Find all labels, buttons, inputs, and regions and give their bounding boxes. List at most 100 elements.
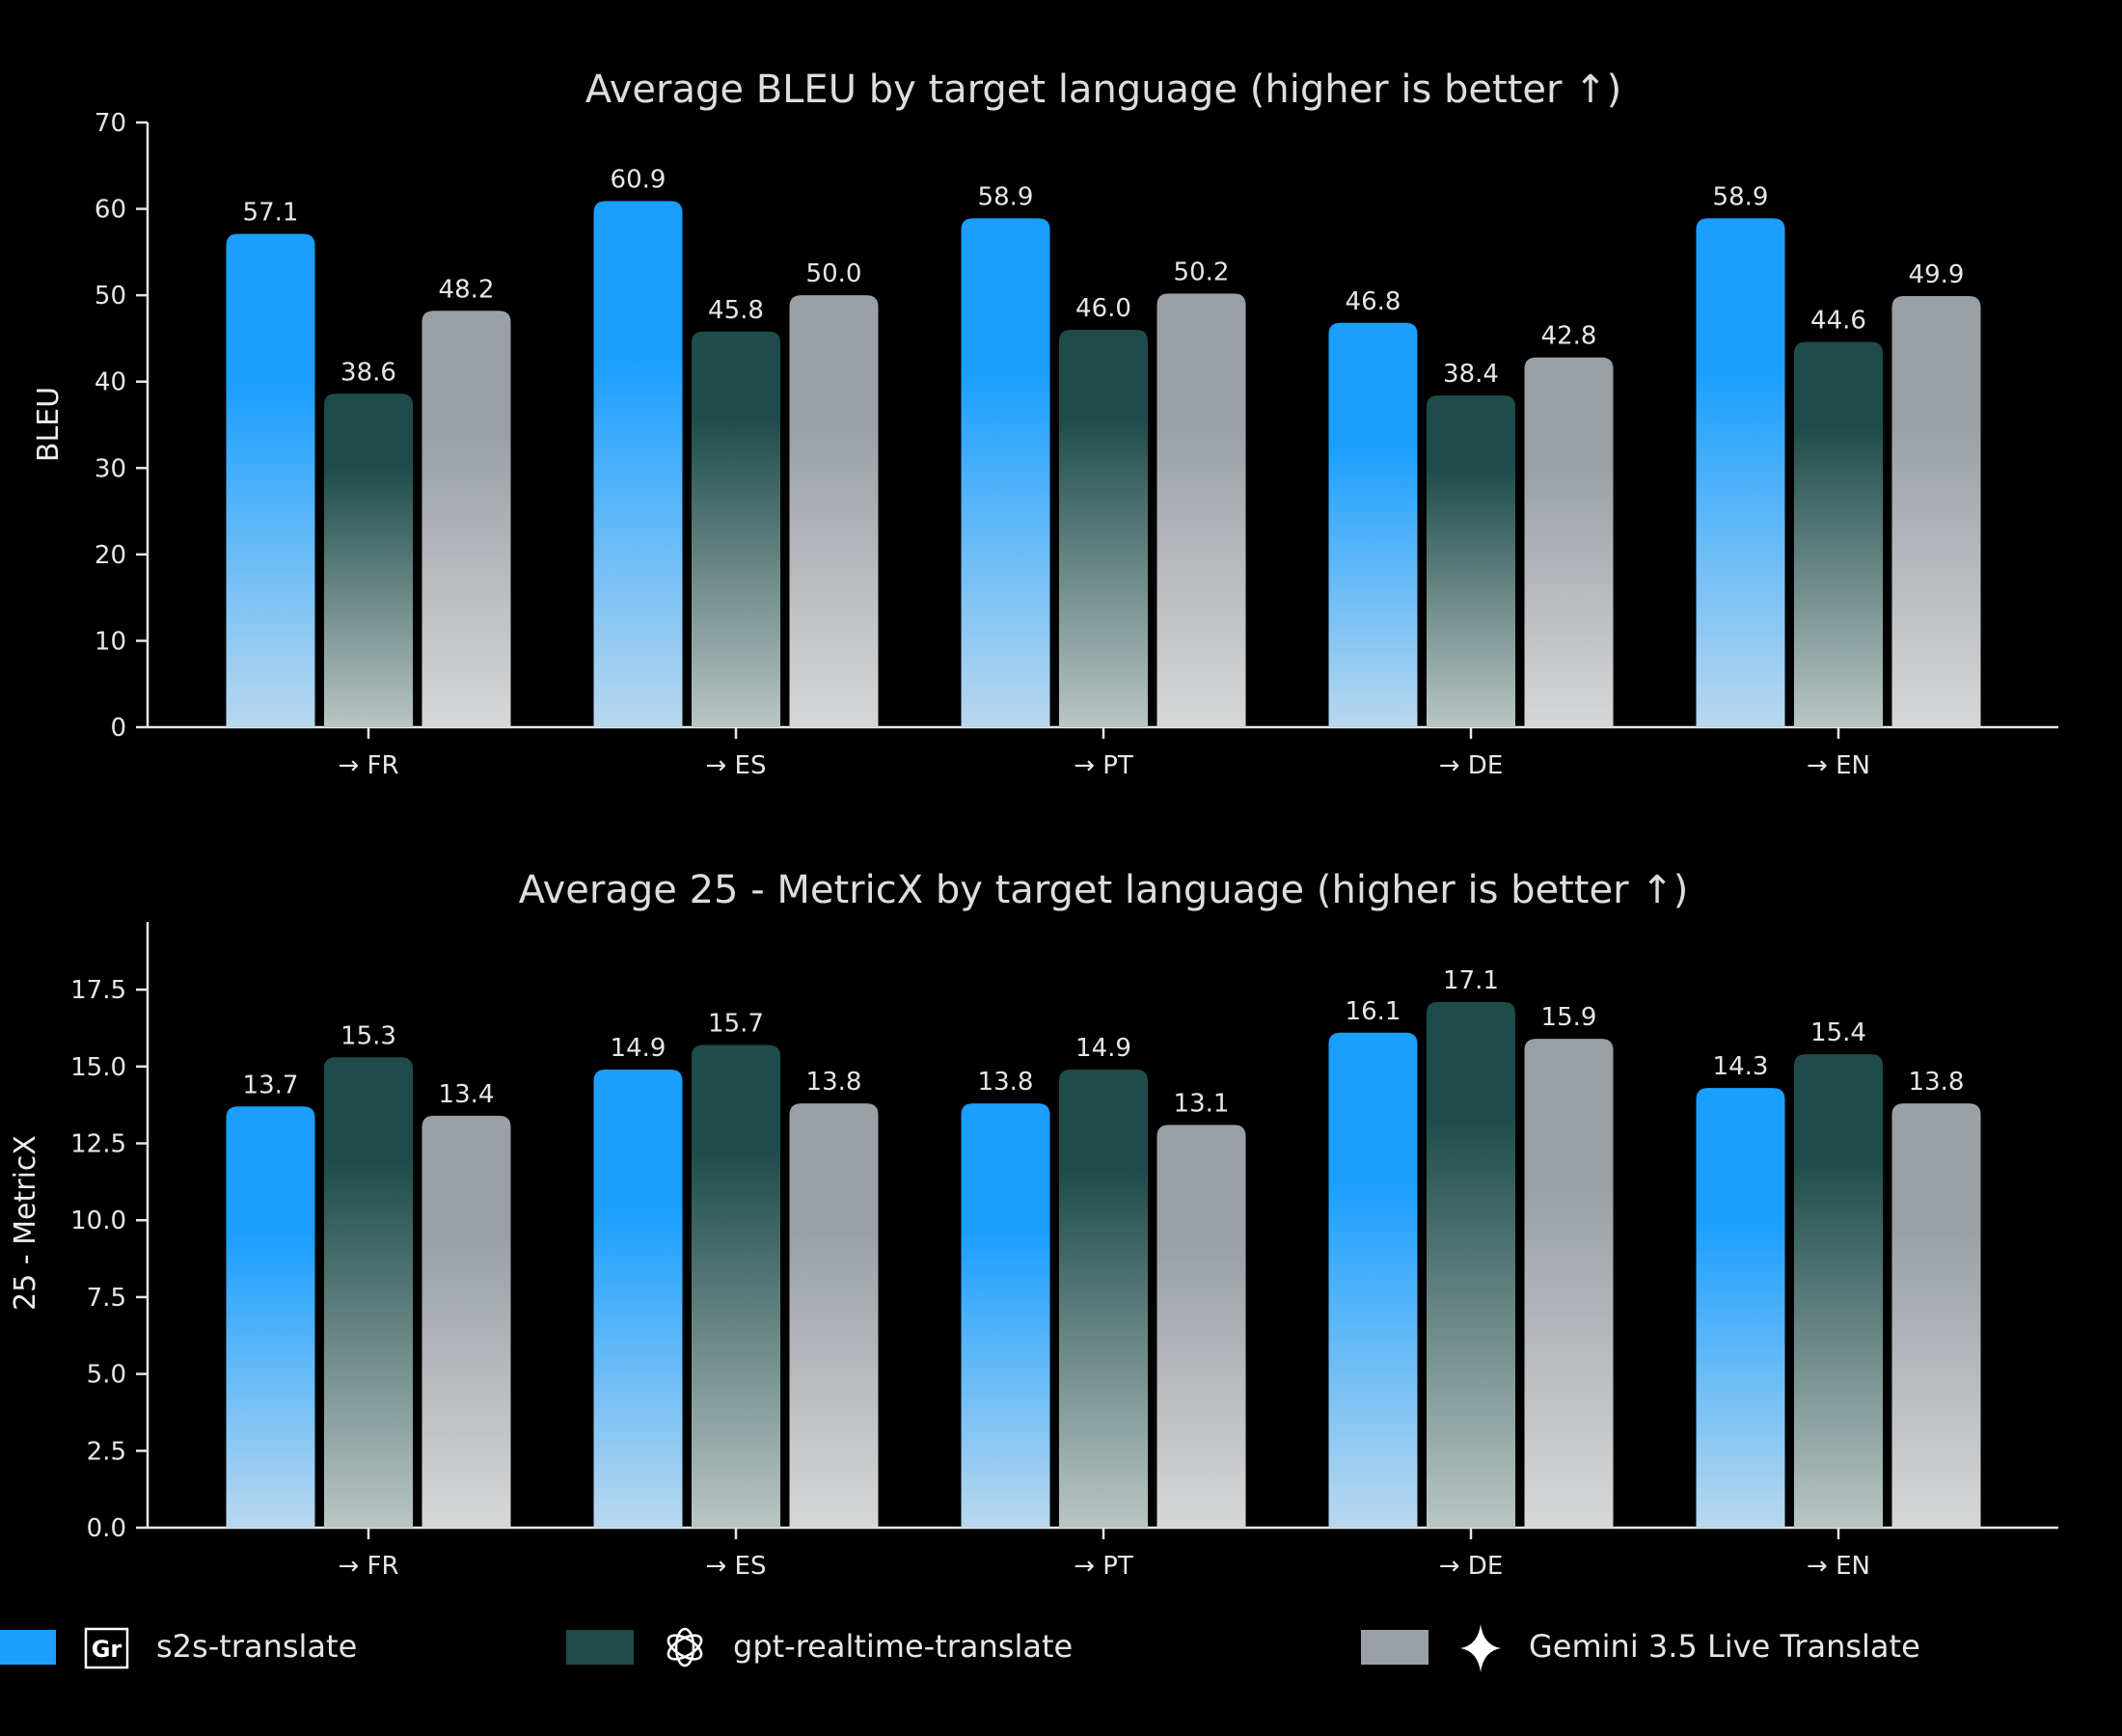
- bar-bleu-series-2-4: [1427, 395, 1515, 727]
- data-label: 13.7: [243, 1071, 299, 1099]
- data-label: 14.3: [1713, 1052, 1769, 1081]
- x-tick-label: → ES: [706, 751, 767, 780]
- legend-swatch-s2s: [0, 1630, 56, 1665]
- data-label: 42.8: [1541, 322, 1597, 351]
- data-label: 58.9: [978, 182, 1034, 211]
- bar-metricx-series-1-3: [961, 1103, 1050, 1528]
- bar-metricx-series-3-5: [1891, 1103, 1981, 1528]
- x-tick-label: → FR: [338, 1552, 398, 1581]
- data-label: 60.9: [611, 166, 667, 195]
- data-label: 13.8: [1909, 1068, 1965, 1097]
- bar-metricx-series-3-1: [422, 1115, 511, 1528]
- bar-metricx-series-3-2: [789, 1103, 879, 1528]
- data-label: 15.7: [708, 1010, 764, 1039]
- y-tick-label: 70: [95, 109, 126, 138]
- data-label: 17.1: [1443, 966, 1499, 995]
- data-label: 14.9: [1075, 1034, 1131, 1063]
- y-tick-label: 5.0: [87, 1361, 126, 1390]
- data-label: 15.9: [1541, 1003, 1597, 1032]
- bar-bleu-series-2-5: [1794, 341, 1883, 727]
- bar-bleu-series-1-3: [961, 218, 1050, 727]
- bar-metricx-series-1-1: [226, 1106, 315, 1528]
- legend-swatch-gpt: [566, 1630, 634, 1665]
- bar-bleu-series-2-1: [324, 393, 413, 727]
- x-tick-label: → PT: [1074, 751, 1133, 780]
- y-tick-label: 50: [95, 282, 126, 311]
- y-tick-label: 10.0: [70, 1207, 126, 1235]
- y-tick-label: 12.5: [70, 1130, 126, 1159]
- bar-bleu-series-3-4: [1524, 357, 1614, 727]
- chart-title: Average BLEU by target language (higher …: [585, 68, 1622, 112]
- data-label: 16.1: [1346, 997, 1401, 1026]
- y-tick-label: 10: [95, 627, 126, 656]
- bar-bleu-series-2-3: [1059, 329, 1148, 727]
- data-label: 13.1: [1174, 1089, 1230, 1118]
- data-label: 38.4: [1443, 360, 1499, 389]
- y-axis-label: BLEU: [32, 387, 66, 462]
- y-tick-label: 2.5: [87, 1437, 126, 1466]
- data-label: 15.3: [340, 1021, 396, 1050]
- data-label: 58.9: [1713, 182, 1769, 211]
- legend: Gr s2s-translate gpt-realtime-translate …: [0, 1624, 1920, 1672]
- y-tick-label: 60: [95, 196, 126, 225]
- legend-item-gpt-realtime-translate: gpt-realtime-translate: [566, 1627, 1073, 1668]
- x-tick-label: → EN: [1807, 1552, 1870, 1581]
- bar-bleu-series-3-3: [1156, 293, 1246, 727]
- y-tick-label: 15.0: [70, 1053, 126, 1082]
- data-label: 38.6: [340, 358, 396, 387]
- bleu-chart: Average BLEU by target language (higher …: [32, 68, 2058, 780]
- x-tick-label: → DE: [1439, 1552, 1504, 1581]
- y-tick-label: 7.5: [87, 1284, 126, 1313]
- legend-label: s2s-translate: [156, 1628, 357, 1665]
- data-label: 14.9: [611, 1034, 667, 1063]
- bar-bleu-series-1-2: [593, 201, 683, 727]
- data-label: 49.9: [1909, 260, 1965, 289]
- legend-label: gpt-realtime-translate: [733, 1628, 1073, 1665]
- data-label: 50.0: [806, 259, 862, 288]
- bar-metricx-series-2-5: [1794, 1054, 1883, 1528]
- bar-bleu-series-1-4: [1328, 322, 1418, 727]
- bar-bleu-series-2-2: [692, 331, 780, 727]
- bar-metricx-series-2-2: [692, 1044, 780, 1528]
- bar-metricx-series-2-3: [1059, 1070, 1148, 1528]
- bar-metricx-series-3-3: [1156, 1125, 1246, 1528]
- bar-metricx-series-2-1: [324, 1057, 413, 1528]
- data-label: 45.8: [708, 296, 764, 325]
- data-label: 44.6: [1810, 307, 1866, 336]
- bar-metricx-series-1-5: [1696, 1088, 1785, 1528]
- bar-bleu-series-3-1: [422, 311, 511, 727]
- y-tick-label: 0: [110, 714, 126, 743]
- bar-bleu-series-3-5: [1891, 296, 1981, 727]
- y-tick-label: 0.0: [87, 1514, 126, 1543]
- x-tick-label: → ES: [706, 1552, 767, 1581]
- x-tick-label: → DE: [1439, 751, 1504, 780]
- bar-bleu-series-1-1: [226, 233, 315, 727]
- legend-item-gemini-live-translate: Gemini 3.5 Live Translate: [1361, 1624, 1920, 1672]
- data-label: 46.0: [1075, 294, 1131, 323]
- y-tick-label: 17.5: [70, 976, 126, 1005]
- y-tick-label: 20: [95, 541, 126, 570]
- metricx-chart: Average 25 - MetricX by target language …: [9, 868, 2058, 1581]
- svg-text:Gr: Gr: [92, 1636, 122, 1663]
- data-label: 13.4: [439, 1080, 495, 1109]
- bar-metricx-series-2-4: [1427, 1001, 1515, 1528]
- bar-metricx-series-1-4: [1328, 1032, 1418, 1528]
- y-tick-label: 30: [95, 454, 126, 483]
- bar-bleu-series-1-5: [1696, 218, 1785, 727]
- data-label: 46.8: [1346, 287, 1401, 316]
- x-tick-label: → EN: [1807, 751, 1870, 780]
- y-tick-label: 40: [95, 368, 126, 397]
- data-label: 15.4: [1810, 1018, 1866, 1047]
- y-axis-label: 25 - MetricX: [9, 1135, 42, 1311]
- bar-bleu-series-3-2: [789, 295, 879, 727]
- data-label: 13.8: [806, 1068, 862, 1097]
- bar-metricx-series-3-4: [1524, 1039, 1614, 1528]
- x-tick-label: → FR: [338, 751, 398, 780]
- legend-item-s2s-translate: Gr s2s-translate: [0, 1627, 357, 1669]
- x-tick-label: → PT: [1074, 1552, 1133, 1581]
- bar-metricx-series-1-2: [593, 1070, 683, 1528]
- chart-title: Average 25 - MetricX by target language …: [519, 868, 1689, 912]
- data-label: 48.2: [439, 275, 495, 304]
- data-label: 50.2: [1174, 258, 1230, 286]
